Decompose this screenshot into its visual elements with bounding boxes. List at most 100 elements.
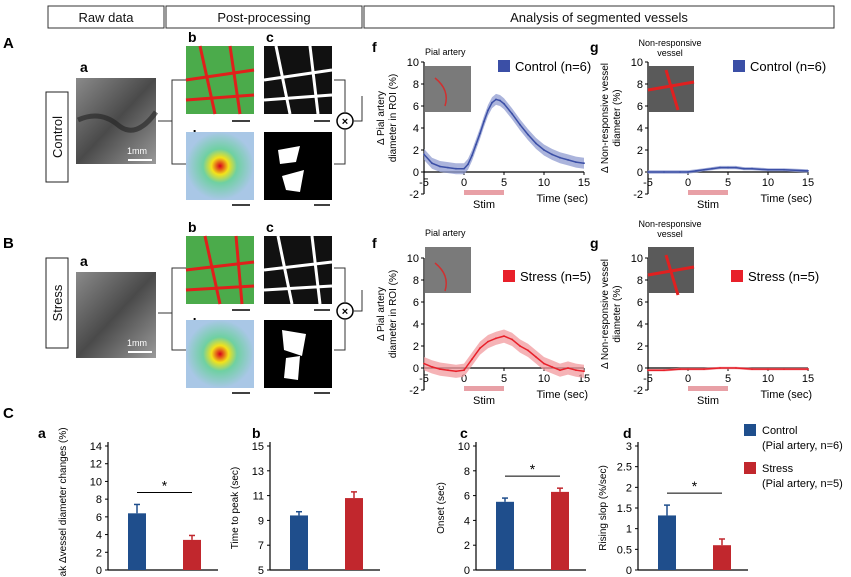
- stim-bar: [464, 386, 504, 391]
- bar-control: [496, 501, 514, 570]
- stim-bar: [464, 190, 504, 195]
- y-tick-label: 0: [637, 167, 643, 179]
- stim-bar: [688, 386, 728, 391]
- trace-point: [767, 368, 769, 370]
- y-tick-label: 0: [637, 363, 643, 375]
- y-tick-label: 0: [413, 167, 419, 179]
- x-tick-label: 5: [725, 177, 731, 189]
- bar-control: [290, 515, 308, 570]
- y-tick-label: 2: [637, 145, 643, 157]
- section-C: C Control (Pial artery, n=6) Stress (Pia…: [3, 405, 843, 490]
- trace-point: [487, 109, 489, 112]
- y-tick-label: 8: [413, 79, 419, 91]
- stim-label: Stim: [473, 395, 495, 407]
- x-tick-label: 10: [538, 373, 550, 385]
- y-tick-label: 2.5: [617, 462, 632, 474]
- inset-vessels: [647, 254, 695, 296]
- legend-swatch: [498, 60, 510, 72]
- x-axis-label: Time (sec): [536, 389, 588, 401]
- x-tick-label: 10: [762, 177, 774, 189]
- x-tick-label: -5: [643, 177, 653, 189]
- trace-point: [751, 368, 753, 370]
- legend-label: Control (n=6): [750, 59, 826, 74]
- trace-point: [511, 112, 513, 115]
- y-axis-label-line1: Δ Non-responsive vessel: [600, 63, 611, 173]
- x-tick-label: -5: [419, 177, 429, 189]
- y-tick-label: -2: [633, 189, 643, 201]
- row-A-heatmap-image: [186, 132, 254, 200]
- x-tick-label: 5: [725, 373, 731, 385]
- mean-trace: [423, 98, 585, 170]
- y-tick-label: 6: [637, 101, 643, 113]
- y-tick-label: 1: [626, 524, 632, 536]
- trace-point: [455, 167, 457, 170]
- y-tick-label: 7: [258, 540, 264, 552]
- row-A-letter: A: [3, 35, 14, 52]
- x-tick-label: 10: [538, 177, 550, 189]
- error-band: [424, 93, 584, 175]
- legend-stress-1: Stress: [762, 463, 794, 475]
- trace-point: [519, 123, 521, 126]
- row-B-letter: B: [3, 235, 14, 252]
- trace-point: [471, 154, 473, 157]
- y-tick-label: 12: [90, 459, 102, 471]
- trace-point: [423, 153, 425, 156]
- bar-stress: [345, 498, 363, 570]
- trace-point: [439, 165, 441, 168]
- row-B-scale-label: 1mm: [127, 338, 147, 348]
- row-A-binary-vessel-image: [264, 46, 332, 114]
- y-axis-label: Onset (sec): [436, 482, 447, 534]
- trace-point: [735, 367, 737, 369]
- y-tick-label: 2: [96, 547, 102, 559]
- trace-point: [447, 166, 449, 169]
- row-B-raw-image: [76, 272, 156, 358]
- x-tick-label: 0: [461, 177, 467, 189]
- header-post: Post-processing: [217, 10, 310, 25]
- y-tick-label: 11: [253, 491, 264, 503]
- x-tick-label: -5: [419, 373, 429, 385]
- row-A-b: b: [188, 29, 197, 45]
- trace-point: [751, 167, 753, 170]
- legend-stress-2: (Pial artery, n=5): [762, 478, 843, 490]
- significance-star: *: [162, 477, 168, 493]
- y-tick-label: 8: [96, 494, 102, 506]
- trace-point: [647, 171, 649, 173]
- trace-point: [719, 166, 721, 169]
- y-tick-label: 6: [637, 297, 643, 309]
- trace-point: [535, 356, 537, 358]
- trace-point: [511, 338, 513, 341]
- trace-point: [431, 162, 433, 165]
- trace-point: [479, 347, 481, 350]
- inset-roi: [434, 77, 447, 107]
- trace-point: [559, 369, 561, 372]
- trace-point: [479, 132, 481, 135]
- row-A: A Control a 1mm b d c e × f g: [3, 29, 599, 206]
- y-tick-label: 6: [464, 491, 470, 503]
- y-tick-label: 8: [464, 466, 470, 478]
- row-A-segmented-image: [186, 46, 254, 114]
- section-C-letter: C: [3, 405, 14, 422]
- inset-roi: [434, 262, 447, 292]
- x-axis-label: Time (sec): [760, 193, 812, 205]
- legend-control-1: Control: [762, 425, 797, 437]
- trace-point: [559, 156, 561, 159]
- row-B-heatmap-image: [186, 320, 254, 388]
- trace-point: [663, 369, 665, 372]
- stim-label: Stim: [473, 199, 495, 211]
- trace-point: [535, 142, 537, 145]
- inset-title-line1: Non-responsive: [638, 219, 701, 229]
- inset-vessels: [647, 69, 695, 111]
- y-tick-label: 6: [96, 512, 102, 524]
- trace-point: [471, 358, 473, 361]
- y-tick-label: 6: [413, 297, 419, 309]
- y-tick-label: -2: [409, 385, 419, 397]
- y-tick-label: 0: [413, 363, 419, 375]
- y-axis-label-line2: diameter (%): [612, 89, 623, 146]
- x-axis-label: Time (sec): [760, 389, 812, 401]
- x-tick-label: 10: [762, 373, 774, 385]
- y-tick-label: 8: [637, 275, 643, 287]
- trace-point: [783, 168, 785, 171]
- trace-point: [491, 101, 493, 104]
